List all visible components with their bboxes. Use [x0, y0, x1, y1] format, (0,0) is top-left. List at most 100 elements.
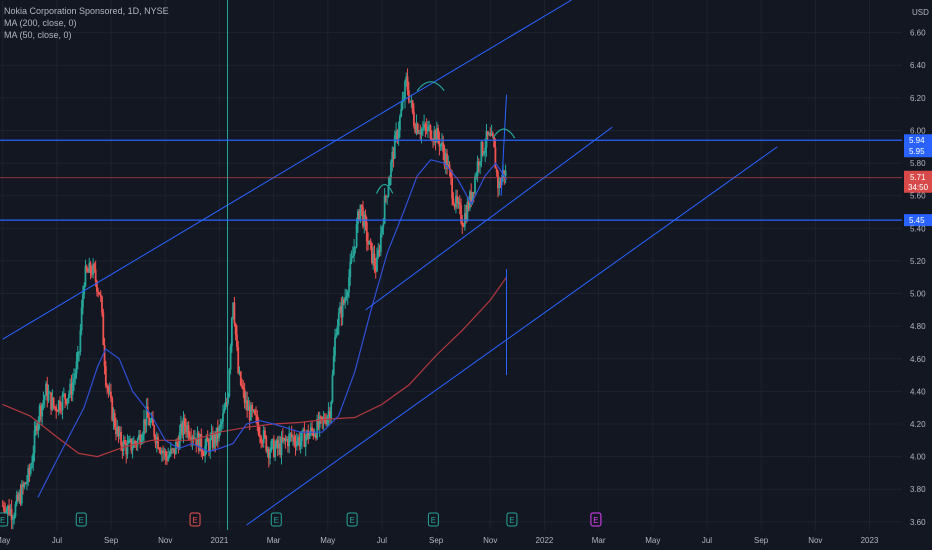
chart-legend: Nokia Corporation Sponsored, 1D, NYSE MA…	[4, 5, 169, 41]
candle-body	[51, 397, 54, 410]
legend-ma200[interactable]: MA (200, close, 0)	[4, 18, 77, 28]
candle-body	[257, 424, 260, 435]
trend-line	[365, 126, 613, 311]
y-tick-label: 3.80	[910, 485, 926, 494]
x-tick-label: May	[0, 536, 10, 545]
candle-body	[167, 456, 170, 461]
candle-body	[205, 437, 208, 446]
current-price-tag	[904, 170, 932, 193]
candle-body	[101, 296, 103, 313]
candle-body	[327, 411, 330, 417]
candle-body	[80, 307, 83, 331]
time-axis[interactable]: May Jul Sep Nov 2021 Mar May Jul Sep Nov 2022 Mar Ma…	[0, 536, 879, 545]
candle-body	[98, 292, 101, 295]
candle-body	[353, 248, 355, 256]
candle-body	[111, 398, 114, 421]
legend-ma50[interactable]: MA (50, close, 0)	[4, 30, 72, 40]
candle-body	[270, 441, 273, 452]
candle-body	[444, 153, 447, 166]
candle-body	[367, 241, 369, 245]
candle-body	[83, 285, 86, 295]
candle-body	[407, 90, 410, 102]
candle-body	[188, 436, 191, 438]
price-axis[interactable]: 6.60 6.40 6.20 6.00 5.80 5.60 5.40 5.20 5.00 4.80…	[910, 8, 929, 527]
candle-body	[227, 396, 229, 404]
candle-body	[199, 434, 201, 452]
candle-body	[224, 402, 227, 410]
x-tick-label: Sep	[104, 536, 119, 545]
candle-body	[355, 224, 358, 247]
candle-body	[250, 404, 252, 421]
candle-body	[103, 345, 106, 367]
candle-body	[1, 505, 4, 507]
x-tick-label: Nov	[808, 536, 822, 545]
candle-body	[382, 223, 385, 227]
candle-body	[433, 130, 436, 141]
x-tick-label: May	[645, 536, 660, 545]
candle-body	[15, 494, 18, 505]
candle-body	[214, 434, 217, 444]
y-tick-label: 4.00	[910, 453, 926, 462]
candle-body	[470, 191, 473, 203]
x-tick-label: Jul	[377, 536, 387, 545]
candle-body	[84, 266, 87, 286]
candle-body	[22, 484, 24, 488]
candle-body	[195, 438, 198, 446]
candle-body	[253, 410, 256, 415]
candle-body	[429, 125, 432, 139]
y-tick-label: 4.40	[910, 387, 926, 396]
candle-body	[243, 389, 246, 403]
candle-body	[134, 441, 137, 444]
candle-body	[373, 253, 376, 266]
candle-body	[466, 202, 469, 221]
candle-body	[360, 204, 363, 208]
earnings-marker	[506, 512, 518, 527]
candle-body	[362, 207, 364, 227]
candle-body	[62, 393, 65, 395]
candle-body	[261, 442, 264, 444]
candle-body	[177, 443, 180, 450]
candle-body	[314, 434, 317, 439]
candle-body	[191, 437, 194, 441]
candle-body	[126, 443, 129, 455]
candle-body	[46, 383, 49, 401]
candle-body	[93, 264, 96, 270]
side-label: 5.95	[909, 147, 925, 156]
candle-body	[185, 426, 187, 433]
candle-body	[293, 436, 296, 443]
candle-body	[377, 250, 380, 257]
candle-body	[153, 425, 156, 437]
candle-body	[401, 99, 404, 110]
candle-body	[241, 385, 243, 388]
candle-body	[348, 277, 350, 293]
candle-body	[228, 369, 231, 397]
candle-body	[160, 450, 163, 454]
candle-body	[118, 431, 121, 437]
candle-body	[163, 451, 166, 453]
candle-body	[64, 393, 66, 400]
candle-body	[139, 434, 142, 444]
candle-body	[202, 455, 205, 457]
candle-body	[292, 436, 294, 438]
candle-body	[197, 432, 200, 452]
x-tick-label: Nov	[158, 536, 172, 545]
candle-body	[294, 442, 297, 447]
legend-symbol[interactable]: Nokia Corporation Sponsored, 1D, NYSE	[4, 6, 169, 16]
grid	[0, 0, 902, 530]
candle-body	[286, 439, 289, 447]
candle-body	[73, 377, 75, 383]
candle-body	[406, 76, 409, 91]
candle-body	[186, 425, 189, 433]
candle-body	[117, 427, 120, 437]
candle-body	[120, 431, 123, 446]
candle-body	[192, 437, 195, 440]
candle-body	[140, 439, 143, 444]
candle-body	[276, 440, 279, 449]
candle-body	[499, 181, 502, 186]
candle-body	[38, 406, 41, 421]
candle-body	[14, 504, 17, 517]
candle-body	[393, 135, 396, 159]
candle-body	[122, 440, 125, 451]
